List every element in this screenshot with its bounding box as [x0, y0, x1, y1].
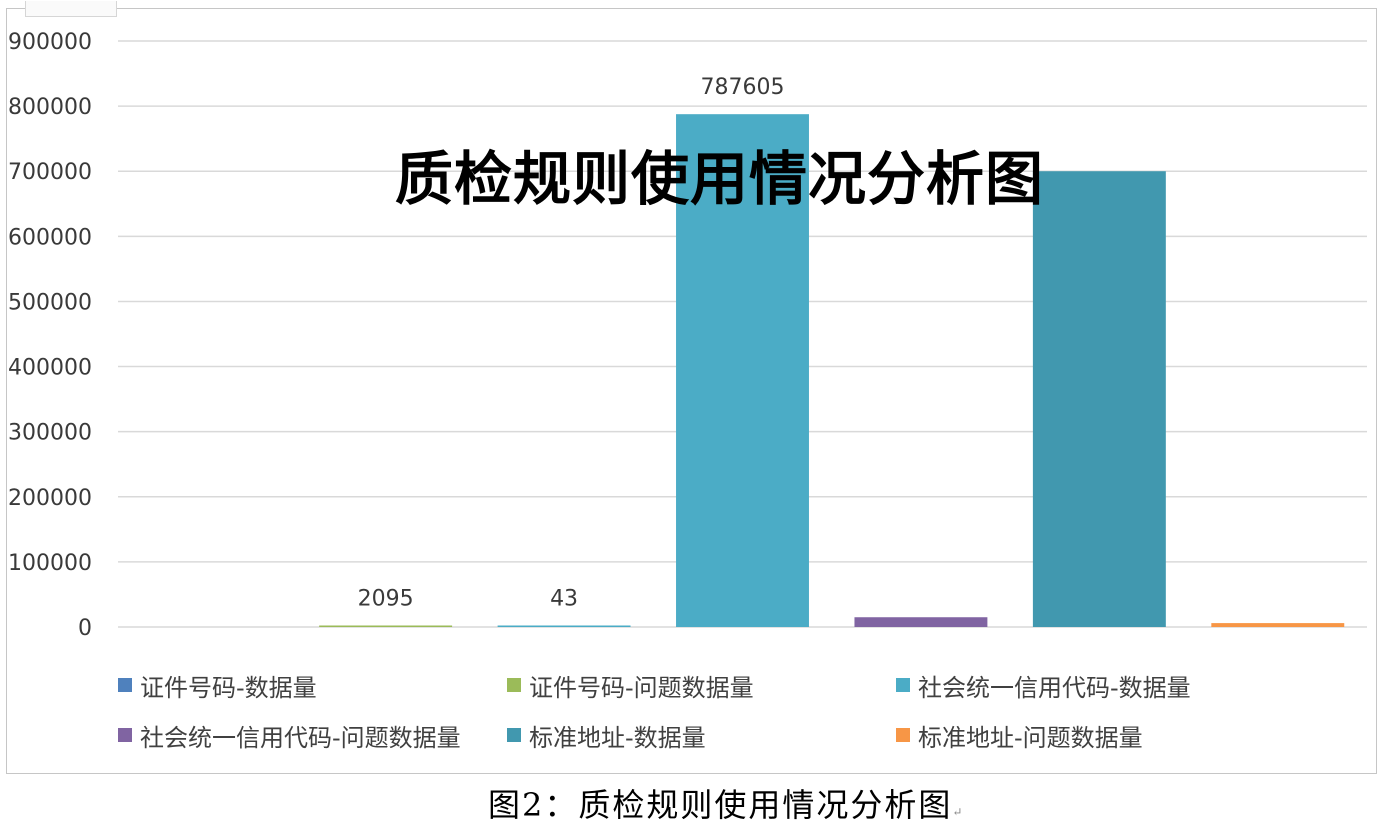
y-tick-label: 200000: [8, 486, 92, 511]
legend-label: 标准地址-数据量: [529, 723, 706, 752]
legend-label: 证件号码-数据量: [140, 673, 317, 702]
legend-item: 证件号码-问题数据量: [507, 670, 754, 702]
bar: [1032, 171, 1166, 627]
y-tick-label: 900000: [8, 30, 92, 55]
y-axis-ticks: 900000 800000 700000 600000 500000 400000 3000…: [8, 30, 92, 641]
legend-item: 标准地址-数据量: [507, 720, 706, 752]
bar: [497, 625, 631, 627]
chart-title: 质检规则使用情况分析图: [395, 145, 1045, 213]
y-tick-label: 600000: [8, 225, 92, 250]
legend-swatch: [118, 678, 132, 692]
legend-item: 标准地址-问题数据量: [896, 720, 1143, 752]
data-label: 2095: [358, 587, 414, 612]
paragraph-mark: ↵: [952, 805, 963, 819]
legend-item: 证件号码-数据量: [118, 670, 317, 702]
bar: [1211, 623, 1345, 627]
legend-label: 社会统一信用代码-问题数据量: [140, 723, 461, 752]
legend-label: 标准地址-问题数据量: [918, 723, 1143, 752]
data-label: 787605: [701, 75, 785, 100]
legend-swatch: [118, 728, 132, 742]
frame-tab: [25, 1, 117, 17]
data-labels: 2095 43 787605: [358, 75, 785, 611]
legend-item: 社会统一信用代码-数据量: [896, 670, 1191, 702]
y-tick-label: 100000: [8, 551, 92, 576]
legend-swatch: [507, 728, 521, 742]
legend-swatch: [896, 678, 910, 692]
y-tick-label: 300000: [8, 421, 92, 446]
bar: [854, 617, 988, 627]
bar: [319, 625, 453, 627]
caption-text: 图2：质检规则使用情况分析图: [488, 786, 953, 824]
figure-caption: 图2：质检规则使用情况分析图↵: [488, 780, 962, 826]
legend-label: 证件号码-问题数据量: [529, 673, 754, 702]
legend-item: 社会统一信用代码-问题数据量: [118, 720, 461, 752]
y-tick-label: 400000: [8, 356, 92, 381]
y-tick-label: 800000: [8, 95, 92, 120]
legend-label: 社会统一信用代码-数据量: [918, 673, 1191, 702]
legend-swatch: [896, 728, 910, 742]
legend-swatch: [507, 678, 521, 692]
y-tick-label: 0: [78, 616, 92, 641]
bars: [319, 114, 1345, 627]
y-tick-label: 700000: [8, 160, 92, 185]
chart-frame: [6, 1, 1377, 774]
data-label: 43: [550, 587, 578, 612]
bar: [676, 114, 809, 627]
y-tick-label: 500000: [8, 290, 92, 315]
